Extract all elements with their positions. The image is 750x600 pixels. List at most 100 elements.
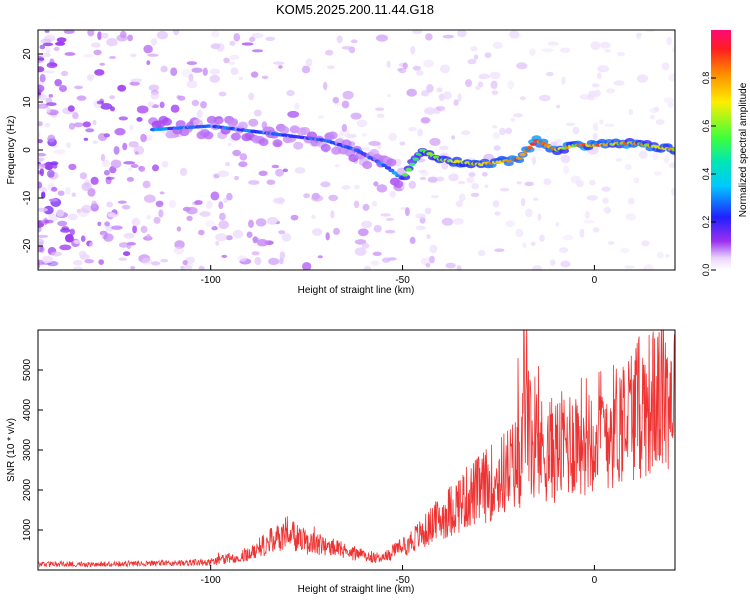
heatmap-cell — [132, 225, 138, 234]
heatmap-cell — [97, 31, 102, 40]
heatmap-cell — [256, 239, 269, 247]
heatmap-cell — [320, 143, 331, 152]
heatmap-cell — [533, 197, 539, 201]
heatmap-cell — [616, 51, 626, 57]
heatmap-cell — [376, 113, 385, 118]
colorbar-gradient — [711, 30, 731, 270]
colorbar-tick-label: 0.4 — [701, 168, 711, 181]
heatmap-cell — [627, 197, 635, 205]
heatmap-cell — [46, 106, 51, 113]
colorbar: 0.0 0.2 0.4 0.6 0.8 Normalized spectral ampl… — [701, 30, 749, 276]
heatmap-cell — [182, 260, 188, 266]
x-tick-label: -50 — [395, 575, 410, 586]
heatmap-cell — [387, 257, 397, 261]
heatmap-cell — [249, 36, 256, 42]
heatmap-cell — [130, 78, 143, 83]
heatmap-cell — [79, 172, 88, 180]
heatmap-cell — [453, 99, 459, 106]
heatmap-cell — [467, 58, 477, 65]
heatmap-cell — [43, 205, 54, 215]
heatmap-cell — [492, 200, 500, 208]
heatmap-cell — [325, 49, 334, 56]
heatmap-cell — [426, 234, 431, 240]
heatmap-cell — [143, 194, 156, 203]
heatmap-cell — [268, 257, 280, 265]
heatmap-cell — [272, 61, 285, 65]
heatmap-cell — [173, 30, 180, 36]
y-tick-label: 3000 — [22, 438, 33, 461]
heatmap-cell — [666, 36, 672, 46]
heatmap-cell — [185, 256, 195, 264]
heatmap-cell — [429, 244, 438, 254]
heatmap-cell — [491, 90, 499, 95]
heatmap-cell — [131, 218, 141, 227]
heatmap-cell — [122, 142, 128, 151]
heatmap-cell — [146, 215, 152, 220]
heatmap-cell — [643, 264, 654, 270]
y-tick-label: 1000 — [22, 518, 33, 541]
heatmap-cell — [386, 60, 391, 68]
heatmap-cell — [179, 167, 188, 177]
heatmap-cell — [424, 107, 436, 115]
heatmap-cell — [38, 181, 43, 189]
heatmap-cell — [317, 255, 323, 259]
heatmap-cell — [253, 109, 262, 117]
heatmap-cell — [237, 121, 248, 130]
heatmap-cell — [293, 141, 304, 150]
heatmap-cell — [388, 168, 395, 173]
heatmap-cell — [334, 164, 340, 168]
heatmap-cell — [54, 79, 62, 87]
heatmap-cell — [457, 180, 466, 185]
heatmap-cell — [127, 34, 133, 42]
heatmap-cell — [341, 123, 348, 132]
heatmap-cell — [258, 170, 268, 176]
spectrogram-panel: -100 -50 0 20 10 0 -10 -20 Height of straight … — [6, 29, 676, 296]
heatmap-cell — [613, 80, 625, 86]
heatmap-cell — [519, 152, 526, 157]
heatmap-cell — [371, 200, 378, 207]
heatmap-cell — [211, 226, 218, 231]
heatmap-cell — [202, 67, 208, 77]
heatmap-cell — [388, 132, 398, 142]
heatmap-cell — [40, 38, 52, 44]
heatmap-cell — [43, 70, 55, 74]
heatmap-cell — [153, 216, 161, 224]
heatmap-cell — [565, 122, 576, 127]
heatmap-cell — [373, 181, 379, 187]
heatmap-cell — [47, 169, 55, 178]
heatmap-cell — [160, 258, 169, 263]
heatmap-cell — [560, 260, 571, 268]
heatmap-cell — [199, 211, 211, 217]
heatmap-cell — [41, 191, 46, 199]
heatmap-cell — [484, 52, 492, 59]
heatmap-cell — [97, 133, 108, 141]
heatmap-cell — [272, 139, 283, 148]
heatmap-cell — [410, 46, 416, 55]
heatmap-cell — [606, 88, 616, 94]
heatmap-cell — [73, 260, 83, 266]
heatmap-cell — [94, 69, 105, 76]
heatmap-cell — [218, 201, 224, 210]
heatmap-cell — [649, 114, 656, 120]
heatmap-cell — [186, 80, 198, 89]
snr-y-axis-label: SNR (10 * v/v) — [6, 418, 17, 482]
heatmap-cell — [215, 240, 220, 246]
heatmap-cell — [342, 90, 354, 100]
heatmap-cell — [38, 152, 47, 157]
heatmap-cell — [83, 137, 89, 141]
heatmap-cell — [439, 145, 449, 150]
heatmap-cell — [261, 75, 269, 80]
heatmap-cell — [532, 265, 542, 270]
heatmap-cell — [130, 53, 137, 58]
heatmap-cell — [429, 255, 435, 264]
heatmap-cell — [79, 254, 90, 260]
heatmap-cell — [38, 157, 45, 162]
heatmap-cell — [399, 141, 406, 146]
heatmap-cell — [150, 92, 160, 100]
y-tick-label: -10 — [22, 190, 33, 205]
heatmap-cell — [279, 251, 286, 260]
heatmap-cell — [217, 170, 229, 178]
heatmap-cell — [290, 214, 299, 221]
heatmap-cell — [142, 180, 151, 189]
heatmap-cell — [130, 266, 136, 270]
